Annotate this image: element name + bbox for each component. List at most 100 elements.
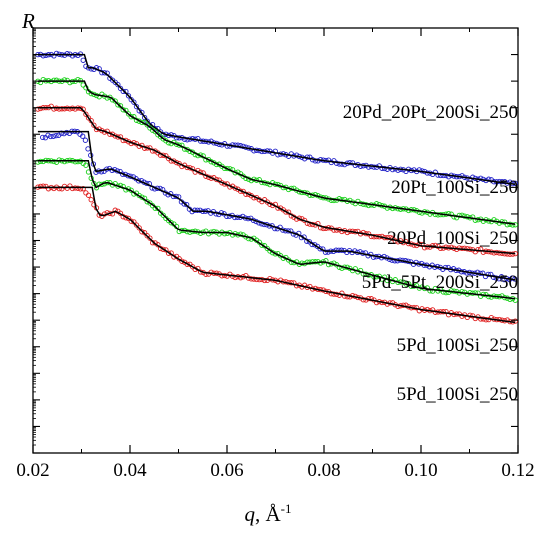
data-point <box>474 269 481 275</box>
series-3 <box>35 103 518 257</box>
data-point <box>109 97 116 103</box>
data-point <box>451 214 457 220</box>
data-point <box>456 245 462 251</box>
data-point <box>251 276 257 282</box>
data-point <box>221 231 228 237</box>
data-point <box>395 167 401 173</box>
x-axis-label-exponent: -1 <box>281 501 292 516</box>
fit-line <box>37 160 516 300</box>
data-point <box>75 185 81 191</box>
data-point <box>51 77 57 83</box>
data-point <box>347 159 353 166</box>
data-point <box>203 228 209 234</box>
data-point <box>85 115 92 121</box>
data-point <box>365 202 372 209</box>
data-point <box>317 246 323 252</box>
data-point <box>75 158 81 165</box>
data-point <box>336 196 342 202</box>
data-point <box>328 197 334 203</box>
data-point <box>59 106 65 112</box>
data-point <box>459 288 465 295</box>
data-point <box>389 166 396 173</box>
data-point <box>365 164 372 170</box>
data-point <box>504 251 510 257</box>
data-point <box>147 200 153 206</box>
data-point <box>72 159 78 165</box>
data-point <box>256 276 262 283</box>
x-tick-label: 0.08 <box>307 460 340 481</box>
data-point <box>160 152 166 158</box>
data-point <box>424 285 430 291</box>
data-point <box>197 230 204 236</box>
data-point <box>245 235 252 242</box>
data-point <box>512 222 518 228</box>
data-point <box>360 297 366 303</box>
data-point <box>91 122 97 128</box>
data-point <box>432 211 438 218</box>
data-point <box>112 98 118 104</box>
data-point <box>40 183 46 189</box>
data-point <box>173 159 180 166</box>
data-point <box>240 213 246 220</box>
data-point <box>181 136 188 142</box>
y-axis-label: R <box>21 9 35 33</box>
data-point <box>267 275 273 282</box>
data-point <box>101 70 108 76</box>
data-point <box>347 197 353 204</box>
data-point <box>443 308 449 315</box>
data-point <box>184 201 190 208</box>
data-point <box>325 249 331 255</box>
data-point <box>333 160 340 166</box>
data-point <box>360 229 366 236</box>
data-point <box>125 93 132 99</box>
data-point <box>336 247 342 253</box>
data-point <box>88 197 94 203</box>
data-point <box>459 173 465 179</box>
data-point <box>470 174 476 180</box>
data-point <box>352 162 358 169</box>
data-point <box>56 185 62 192</box>
data-point <box>440 289 446 295</box>
data-point <box>125 111 132 117</box>
data-point <box>120 107 126 113</box>
data-point <box>259 242 265 248</box>
data-point <box>389 205 396 212</box>
data-point <box>141 114 148 121</box>
data-point <box>419 241 425 248</box>
data-point <box>456 212 462 219</box>
data-point <box>61 106 68 112</box>
data-point <box>229 232 236 238</box>
fit-line <box>37 106 516 255</box>
data-point <box>510 222 516 228</box>
series-6 <box>35 183 518 325</box>
data-point <box>344 294 350 300</box>
data-point <box>194 207 201 213</box>
data-point <box>123 137 129 144</box>
data-point <box>115 102 121 108</box>
data-point <box>144 122 150 128</box>
data-point <box>82 137 89 143</box>
data-point <box>339 228 345 235</box>
data-point <box>293 152 300 158</box>
data-point <box>362 250 369 256</box>
data-point <box>72 106 78 112</box>
data-point <box>480 218 486 224</box>
data-point <box>435 172 441 178</box>
data-point <box>483 317 489 323</box>
x-axis-label-unit: , Å <box>255 502 282 526</box>
data-point <box>67 106 73 112</box>
data-point <box>56 157 62 163</box>
data-point <box>91 202 97 208</box>
data-point <box>40 53 46 59</box>
data-point <box>509 275 515 281</box>
data-point <box>478 175 484 181</box>
x-axis-label-var: q <box>244 502 255 526</box>
data-point <box>472 290 478 296</box>
data-point <box>301 156 308 162</box>
data-point <box>304 259 310 265</box>
data-point <box>331 227 337 233</box>
data-point <box>312 259 318 265</box>
data-point <box>80 186 86 192</box>
series-label: 20Pd_20Pt_200Si_250 <box>343 102 518 123</box>
data-point <box>502 251 508 257</box>
